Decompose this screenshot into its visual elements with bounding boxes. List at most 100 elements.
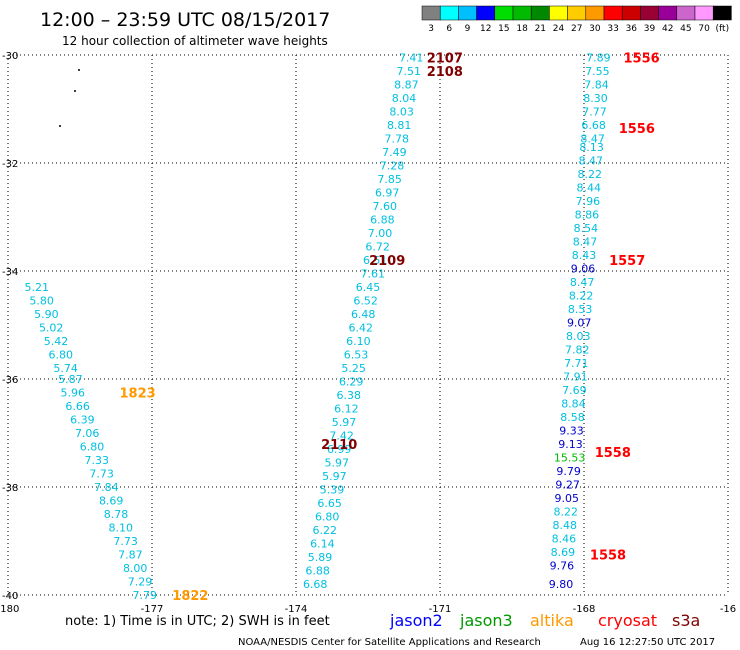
swh-value: 8.69 <box>551 546 576 559</box>
swh-value: 8.03 <box>389 106 414 119</box>
swh-value: 8.87 <box>394 79 419 92</box>
colorbar-swatch <box>421 5 441 21</box>
colorbar-swatch <box>585 5 605 21</box>
swh-value: 8.30 <box>583 92 608 105</box>
satellite-legend-item: altika <box>530 611 574 630</box>
plot-area: 5.215.805.905.025.426.805.745.875.966.66… <box>25 52 660 604</box>
swh-value: 9.76 <box>550 559 575 572</box>
y-tick-label: -34 <box>2 267 18 278</box>
swh-value: 6.53 <box>344 349 369 362</box>
data-speck <box>59 125 61 127</box>
colorbar-swatch <box>712 5 732 21</box>
swh-value: 7.82 <box>565 343 590 356</box>
swh-value: 6.72 <box>365 241 390 254</box>
chart-title: 12:00 – 23:59 UTC 08/15/2017 <box>40 9 330 31</box>
swh-value: 7.73 <box>89 468 114 481</box>
swh-value: 6.68 <box>303 578 328 591</box>
swh-value: 6.29 <box>339 376 364 389</box>
y-tick-label: -30 <box>2 51 18 62</box>
y-tick-label: -40 <box>2 591 18 602</box>
satellite-legend-item: s3a <box>672 611 700 630</box>
swh-value: 6.52 <box>353 295 378 308</box>
swh-value: 8.22 <box>578 168 603 181</box>
swh-value: 7.69 <box>562 384 587 397</box>
colorbar-label: 24 <box>553 24 565 34</box>
swh-value: 9.79 <box>556 465 581 478</box>
swh-value: 7.84 <box>584 79 609 92</box>
swh-value: 6.99 <box>327 443 352 456</box>
swh-value: 6.45 <box>356 281 381 294</box>
axis-ticks: -180 -177 -174 -171 -168 -16 -30 -32 -34 -36 -38 -4… <box>0 51 736 615</box>
colorbar-label: 27 <box>571 24 582 34</box>
time-label: 1558 <box>590 549 626 564</box>
swh-value: 5.42 <box>44 335 69 348</box>
swh-value: 9.06 <box>571 262 596 275</box>
swh-value: 8.48 <box>553 519 578 532</box>
swh-value: 7.51 <box>397 65 422 78</box>
swh-value: 7.33 <box>85 454 110 467</box>
time-label: 1822 <box>172 589 208 604</box>
swh-value: 7.79 <box>133 589 158 602</box>
satellite-legend: jason2 jason3 altika cryosat s3a <box>389 611 700 630</box>
swh-value: 9.07 <box>567 316 592 329</box>
swh-value: 6.38 <box>337 389 362 402</box>
swh-value: 7.49 <box>382 146 407 159</box>
colorbar-swatch <box>640 5 659 21</box>
swh-value: 5.25 <box>341 362 366 375</box>
x-tick-label: -180 <box>0 604 19 615</box>
swh-value: 5.21 <box>25 281 50 294</box>
swh-value: 7.42 <box>329 430 354 443</box>
colorbar-label: 15 <box>498 24 509 34</box>
swh-value: 7.84 <box>94 481 119 494</box>
swh-value: 8.69 <box>99 495 124 508</box>
colorbar-swatch <box>439 5 459 21</box>
colorbar-label: 42 <box>662 24 673 34</box>
swh-value: 8.47 <box>570 276 595 289</box>
colorbar-label: 39 <box>644 24 656 34</box>
swh-value: 7.78 <box>385 133 410 146</box>
swh-value: 7.71 <box>564 357 589 370</box>
track-altika: 5.215.805.905.025.426.805.745.875.966.66… <box>25 281 209 604</box>
swh-value: 6.88 <box>305 565 330 578</box>
swh-value: 8.81 <box>387 119 412 132</box>
swh-value: 8.84 <box>561 397 586 410</box>
swh-value: 6.80 <box>80 441 105 454</box>
swh-value: 5.97 <box>322 470 347 483</box>
swh-value: 5.97 <box>332 416 357 429</box>
swh-value: 6.10 <box>346 335 371 348</box>
swh-value: 9.05 <box>554 492 579 505</box>
swh-value: 7.29 <box>128 576 153 589</box>
swh-value: 5.02 <box>39 322 64 335</box>
swh-value: 8.47 <box>578 154 603 167</box>
swh-value: 8.54 <box>574 222 599 235</box>
colorbar-label: 12 <box>480 24 491 34</box>
time-label: 1556 <box>624 52 660 67</box>
swh-value: 7.06 <box>75 427 100 440</box>
colorbar-swatch <box>694 5 714 21</box>
swh-value: 6.68 <box>581 119 606 132</box>
swh-value: 5.39 <box>320 484 345 497</box>
colorbar-swatch <box>458 5 477 21</box>
swh-value: 9.80 <box>549 578 574 591</box>
swh-value: 9.13 <box>558 438 583 451</box>
satellite-legend-item: cryosat <box>598 611 657 630</box>
swh-value: 7.60 <box>373 200 398 213</box>
colorbar-swatch <box>476 5 496 21</box>
colorbar-label: 36 <box>626 24 638 34</box>
time-label: 1557 <box>609 254 645 269</box>
swh-value: 8.53 <box>568 303 593 316</box>
swh-value: 9.27 <box>555 478 580 491</box>
swh-value: 8.22 <box>554 505 579 518</box>
colorbar-label: 70 <box>698 24 710 34</box>
colorbar-label: 33 <box>607 24 618 34</box>
swh-value: 7.91 <box>563 370 588 383</box>
swh-value: 7.89 <box>586 52 611 65</box>
swh-value: 5.96 <box>61 387 86 400</box>
colorbar-swatch <box>567 5 587 21</box>
x-tick-label: -174 <box>285 604 308 615</box>
swh-value: 6.88 <box>370 214 395 227</box>
swh-value: 5.97 <box>325 457 350 470</box>
swh-value: 7.28 <box>380 160 405 173</box>
swh-value: 7.41 <box>399 52 424 65</box>
